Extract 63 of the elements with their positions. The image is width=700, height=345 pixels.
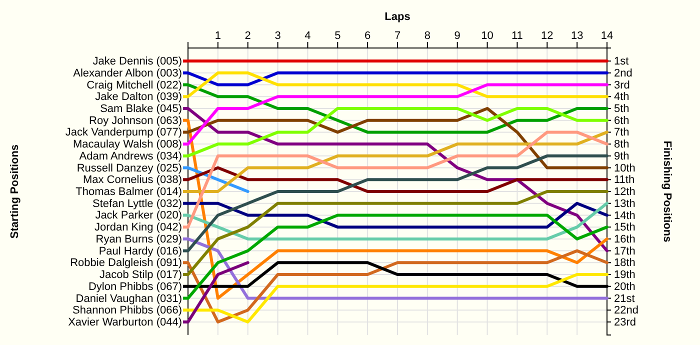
y-tick-label: 2nd [614, 67, 632, 80]
x-tick-label: 6 [364, 30, 371, 42]
y-tick-label: 14th [614, 210, 636, 222]
x-tick-label: 14 [600, 30, 614, 42]
x-tick-label: 3 [274, 30, 281, 42]
y-tick-label: 7th [614, 126, 630, 139]
y-tick-label: 21st [614, 292, 635, 305]
legend-label: Jack Parker (020) [95, 210, 182, 222]
y-tick-label: 16th [614, 233, 636, 246]
y-tick-label: 8th [614, 138, 630, 151]
legend-label: Daniel Vaughan (031) [76, 292, 182, 305]
y-tick-label: 1st [614, 56, 629, 68]
legend-label: Shannon Phibbs (066) [72, 304, 182, 317]
x-axis-title: Laps [384, 11, 410, 23]
x-tick-label: 7 [394, 30, 401, 42]
legend-label: Adam Andrews (034) [79, 150, 182, 162]
x-tick-label: 1 [214, 30, 221, 42]
y-tick-label: 9th [614, 150, 630, 162]
y-tick-label: 13th [614, 198, 636, 210]
legend-label: Sam Blake (045) [100, 103, 182, 116]
legend-label: Dylon Phibbs (067) [88, 280, 182, 293]
x-tick-label: 2 [244, 30, 251, 42]
y2-axis-title: Finishing Positions [661, 140, 674, 242]
legend-label: Xavier Warburton (044) [68, 316, 182, 328]
y-tick-label: 11th [614, 174, 635, 186]
y-tick-label: 19th [614, 269, 636, 282]
legend-label: Roy Johnson (063) [89, 114, 182, 127]
legend-label: Robbie Dalgleish (091) [70, 257, 182, 270]
y-tick-label: 4th [614, 91, 630, 104]
x-tick-label: 11 [512, 30, 523, 42]
x-tick-label: 13 [570, 30, 584, 42]
legend-label: Alexander Albon (003) [73, 67, 182, 80]
y-tick-label: 22nd [614, 304, 638, 317]
y-tick-label: 6th [614, 114, 630, 127]
legend-label: Stefan Lyttle (032) [92, 198, 182, 210]
legend-label: Craig Mitchell (022) [86, 79, 182, 92]
legend-label: Jack Vanderpump (077) [65, 126, 182, 139]
legend-label: Thomas Balmer (014) [76, 186, 182, 198]
x-tick-label: 10 [481, 30, 494, 42]
y-tick-label: 23rd [614, 316, 636, 328]
x-tick-label: 12 [541, 30, 554, 42]
legend-label: Russell Danzey (025) [76, 162, 182, 174]
legend-label: Jake Dalton (039) [95, 91, 182, 104]
legend-label: Paul Hardy (016) [98, 245, 182, 258]
legend-label: Jordan King (042) [94, 222, 182, 234]
y-tick-label: 12th [614, 186, 636, 198]
legend-label: Macaulay Walsh (008) [72, 138, 182, 151]
y-tick-label: 18th [614, 257, 636, 270]
legend-label: Max Cornelius (038) [82, 174, 182, 186]
y-tick-label: 17th [614, 245, 636, 258]
legend-label: Jake Dennis (005) [92, 56, 182, 68]
x-tick-label: 5 [334, 30, 341, 42]
legend-label: Ryan Burns (029) [96, 233, 182, 246]
y-tick-label: 3rd [614, 79, 630, 92]
y-tick-label: 20th [614, 280, 636, 293]
legend-label: Jacob Stilp (017) [99, 269, 182, 282]
x-tick-label: 8 [424, 30, 430, 42]
y-tick-label: 15th [614, 222, 636, 234]
y-tick-label: 10th [614, 162, 636, 174]
y-tick-label: 5th [614, 103, 630, 116]
x-tick-label: 4 [304, 30, 311, 42]
text: Starting Positions [8, 144, 21, 239]
x-tick-label: 9 [454, 30, 460, 42]
